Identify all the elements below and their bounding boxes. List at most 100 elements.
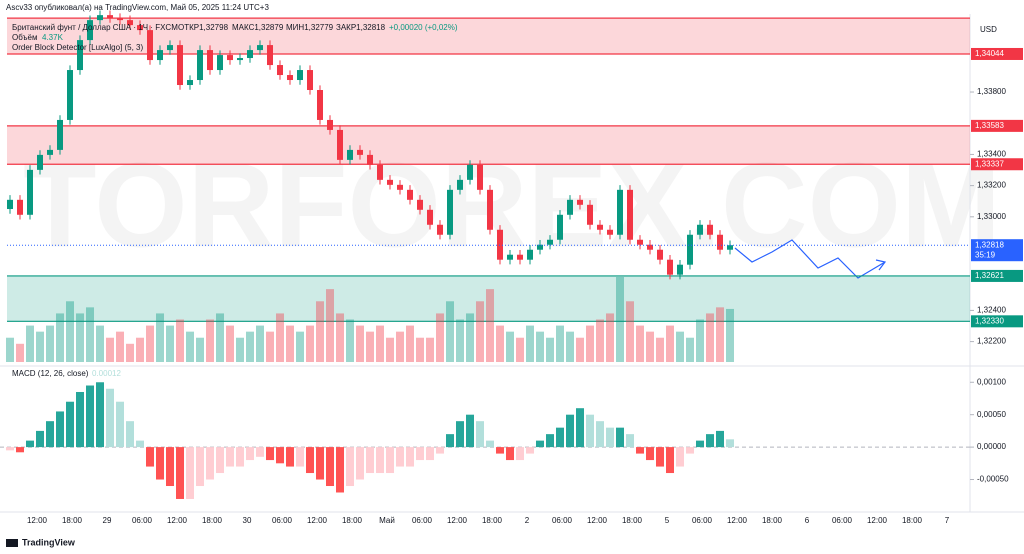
macd-bar xyxy=(46,421,54,448)
macd-bar xyxy=(656,447,664,467)
macd-bar xyxy=(476,421,484,448)
volume-bar xyxy=(546,337,554,362)
candle-body xyxy=(527,249,533,260)
candle-body xyxy=(647,244,653,250)
projection-arrowhead xyxy=(875,259,887,271)
candle-body xyxy=(147,30,153,61)
macd-bar xyxy=(76,391,84,448)
ohlc-open: ОТКР1,32798 xyxy=(178,23,229,32)
macd-bar xyxy=(366,447,374,474)
macd-bar xyxy=(286,447,294,467)
candle-body xyxy=(17,199,23,215)
macd-tick-label: 0,00050 xyxy=(977,410,1006,419)
x-tick-label: 06:00 xyxy=(692,516,713,525)
volume-bar xyxy=(706,313,714,362)
volume-bar xyxy=(26,325,34,362)
volume-bar xyxy=(586,325,594,362)
candle-body xyxy=(107,15,113,19)
volume-bar xyxy=(206,319,214,362)
macd-bar xyxy=(26,440,34,448)
x-tick-label: 2 xyxy=(525,516,530,525)
volume-bar xyxy=(456,319,464,362)
x-tick-label: 30 xyxy=(243,516,252,525)
candle-body xyxy=(697,224,703,235)
macd-bar xyxy=(396,447,404,467)
volume-bar xyxy=(186,331,194,362)
plot: 1,33800 1,33400 1,33200 1,33000 1,32400 1,322… xyxy=(0,10,1023,525)
macd-bar xyxy=(226,447,234,467)
volume-bar xyxy=(396,331,404,362)
macd-tick-label: -0,00050 xyxy=(977,475,1009,484)
candle-body xyxy=(127,20,133,26)
volume-bar xyxy=(156,313,164,362)
indicator-label: Order Block Detector [LuxAlgo] (5, 3) xyxy=(12,43,144,52)
candle-body xyxy=(447,189,453,235)
macd-bar xyxy=(326,447,334,487)
price-label: 1,32621 xyxy=(975,271,1004,280)
candle-body xyxy=(627,189,633,240)
volume-bar xyxy=(666,325,674,362)
candle-body xyxy=(517,254,523,260)
candle-body xyxy=(407,189,413,200)
symbol: Британский фунт / Доллар США · 1Ч · FXCM xyxy=(12,23,178,32)
volume-bar xyxy=(66,301,74,362)
candle-body xyxy=(567,199,573,215)
candle-body xyxy=(437,224,443,235)
macd-bar xyxy=(96,382,104,448)
price-label-bg xyxy=(971,158,1023,171)
candle-body xyxy=(27,169,33,215)
y-tick-label: 1,33200 xyxy=(977,181,1006,190)
volume-bar xyxy=(106,337,114,362)
candle-body xyxy=(477,164,483,190)
volume-bar xyxy=(276,313,284,362)
volume-bar xyxy=(616,277,624,362)
candle-body xyxy=(207,50,213,71)
candle-body xyxy=(367,154,373,165)
x-tick-label: 12:00 xyxy=(727,516,748,525)
volume-bar xyxy=(416,337,424,362)
x-tick-label: 06:00 xyxy=(552,516,573,525)
volume-bar xyxy=(226,325,234,362)
volume-bar xyxy=(326,289,334,362)
macd-bar xyxy=(626,434,634,448)
candle-body xyxy=(37,154,43,170)
macd-tick-label: 0,00000 xyxy=(977,442,1006,451)
candle-body xyxy=(467,164,473,180)
volume-bar xyxy=(236,337,244,362)
volume-bar xyxy=(296,331,304,362)
candle-body xyxy=(117,18,123,21)
candle-body xyxy=(557,214,563,240)
macd-bar xyxy=(166,447,174,487)
candle-body xyxy=(7,199,13,210)
macd-bar xyxy=(586,414,594,448)
candle-body xyxy=(177,45,183,86)
macd-bar xyxy=(556,427,564,448)
candle-body xyxy=(327,119,333,130)
volume-bar xyxy=(566,331,574,362)
macd-bar xyxy=(356,447,364,480)
candle-body xyxy=(577,199,583,205)
x-tick-label: 18:00 xyxy=(202,516,223,525)
volume-bar xyxy=(626,301,634,362)
volume-bar xyxy=(366,331,374,362)
last-price-bg xyxy=(971,239,1023,262)
candle-body xyxy=(237,58,243,61)
macd-bar xyxy=(276,447,284,464)
candle-body xyxy=(507,254,513,260)
y-tick-label: 1,33400 xyxy=(977,150,1006,159)
x-tick-label: 06:00 xyxy=(832,516,853,525)
macd-tick-label: 0,00100 xyxy=(977,377,1006,386)
x-tick-label: 18:00 xyxy=(62,516,83,525)
macd-bar xyxy=(6,447,14,451)
candle-body xyxy=(377,164,383,180)
macd-bar xyxy=(676,447,684,467)
volume-bar xyxy=(126,343,134,362)
y-tick-label: 1,33000 xyxy=(977,212,1006,221)
macd-bar xyxy=(486,440,494,448)
x-tick-label: 06:00 xyxy=(272,516,293,525)
publisher: Ascv33 опубликовал(а) на TradingView.com… xyxy=(6,3,269,12)
macd-bar xyxy=(426,447,434,461)
countdown: 35:19 xyxy=(975,250,996,259)
macd-bar xyxy=(706,434,714,448)
volume-bar xyxy=(596,319,604,362)
